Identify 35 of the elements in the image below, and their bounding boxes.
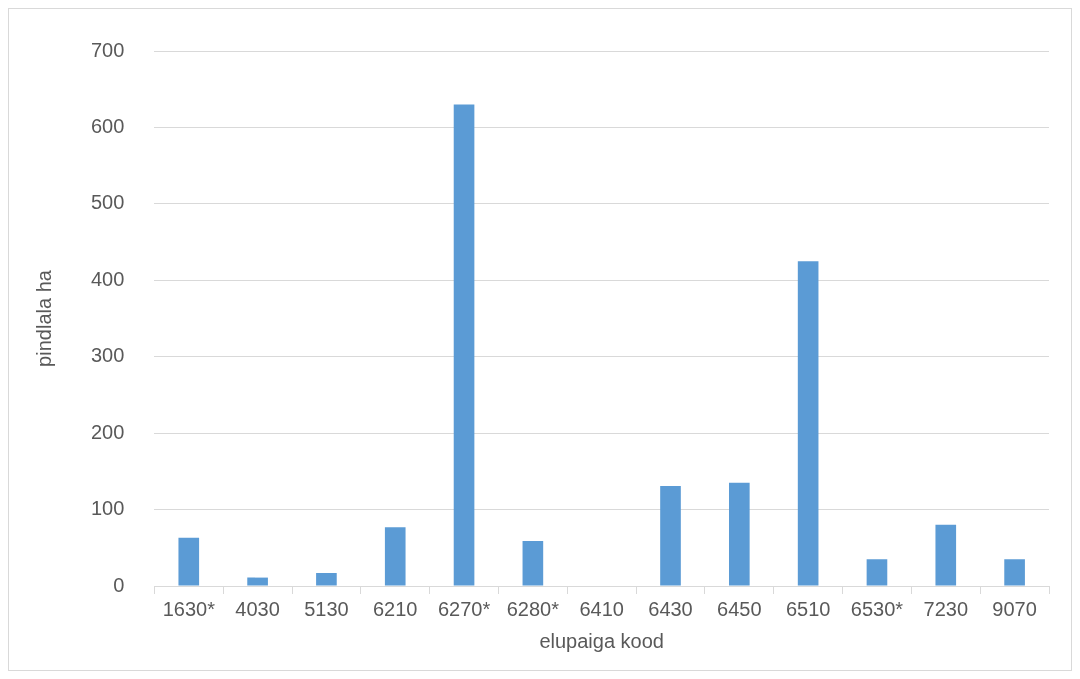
bar — [316, 573, 337, 586]
y-tick-label: 600 — [90, 114, 125, 137]
y-tick-label: 400 — [90, 267, 125, 290]
bar — [1004, 559, 1025, 586]
y-tick-label: 500 — [90, 191, 125, 214]
bar — [453, 104, 475, 586]
bar — [866, 559, 888, 586]
x-tick-label: 6210 — [372, 597, 418, 620]
x-tick-label: 6450 — [717, 597, 762, 620]
x-tick-label: 6530* — [850, 597, 904, 620]
x-tick-label: 6430 — [648, 597, 693, 620]
bar — [384, 527, 406, 586]
bar — [729, 482, 750, 586]
bar — [178, 537, 200, 586]
x-tick-label: 6280* — [506, 597, 560, 620]
bar — [522, 540, 544, 586]
x-tick-label: 5130 — [304, 597, 349, 620]
y-tick-label: 200 — [90, 420, 125, 443]
x-tick-label: 6270* — [437, 597, 491, 620]
x-tick-label: 1630* — [162, 597, 216, 620]
x-tick-label: 6410 — [579, 597, 624, 620]
y-tick-label: 700 — [90, 38, 125, 61]
y-tick-label: 0 — [113, 573, 125, 596]
y-tick-label: 100 — [90, 497, 125, 520]
bar — [660, 485, 681, 586]
x-tick-label: 7230 — [923, 597, 969, 620]
bar — [797, 261, 819, 586]
x-tick-label: 6510 — [785, 597, 831, 620]
bar — [247, 577, 268, 586]
bar — [935, 524, 957, 586]
x-tick-label: 4030 — [235, 597, 280, 620]
x-tick-label: 9070 — [992, 597, 1037, 620]
y-tick-label: 300 — [90, 344, 125, 367]
y-axis-title: pindlala ha — [32, 269, 55, 367]
x-axis-title: elupaiga kood — [539, 629, 664, 652]
